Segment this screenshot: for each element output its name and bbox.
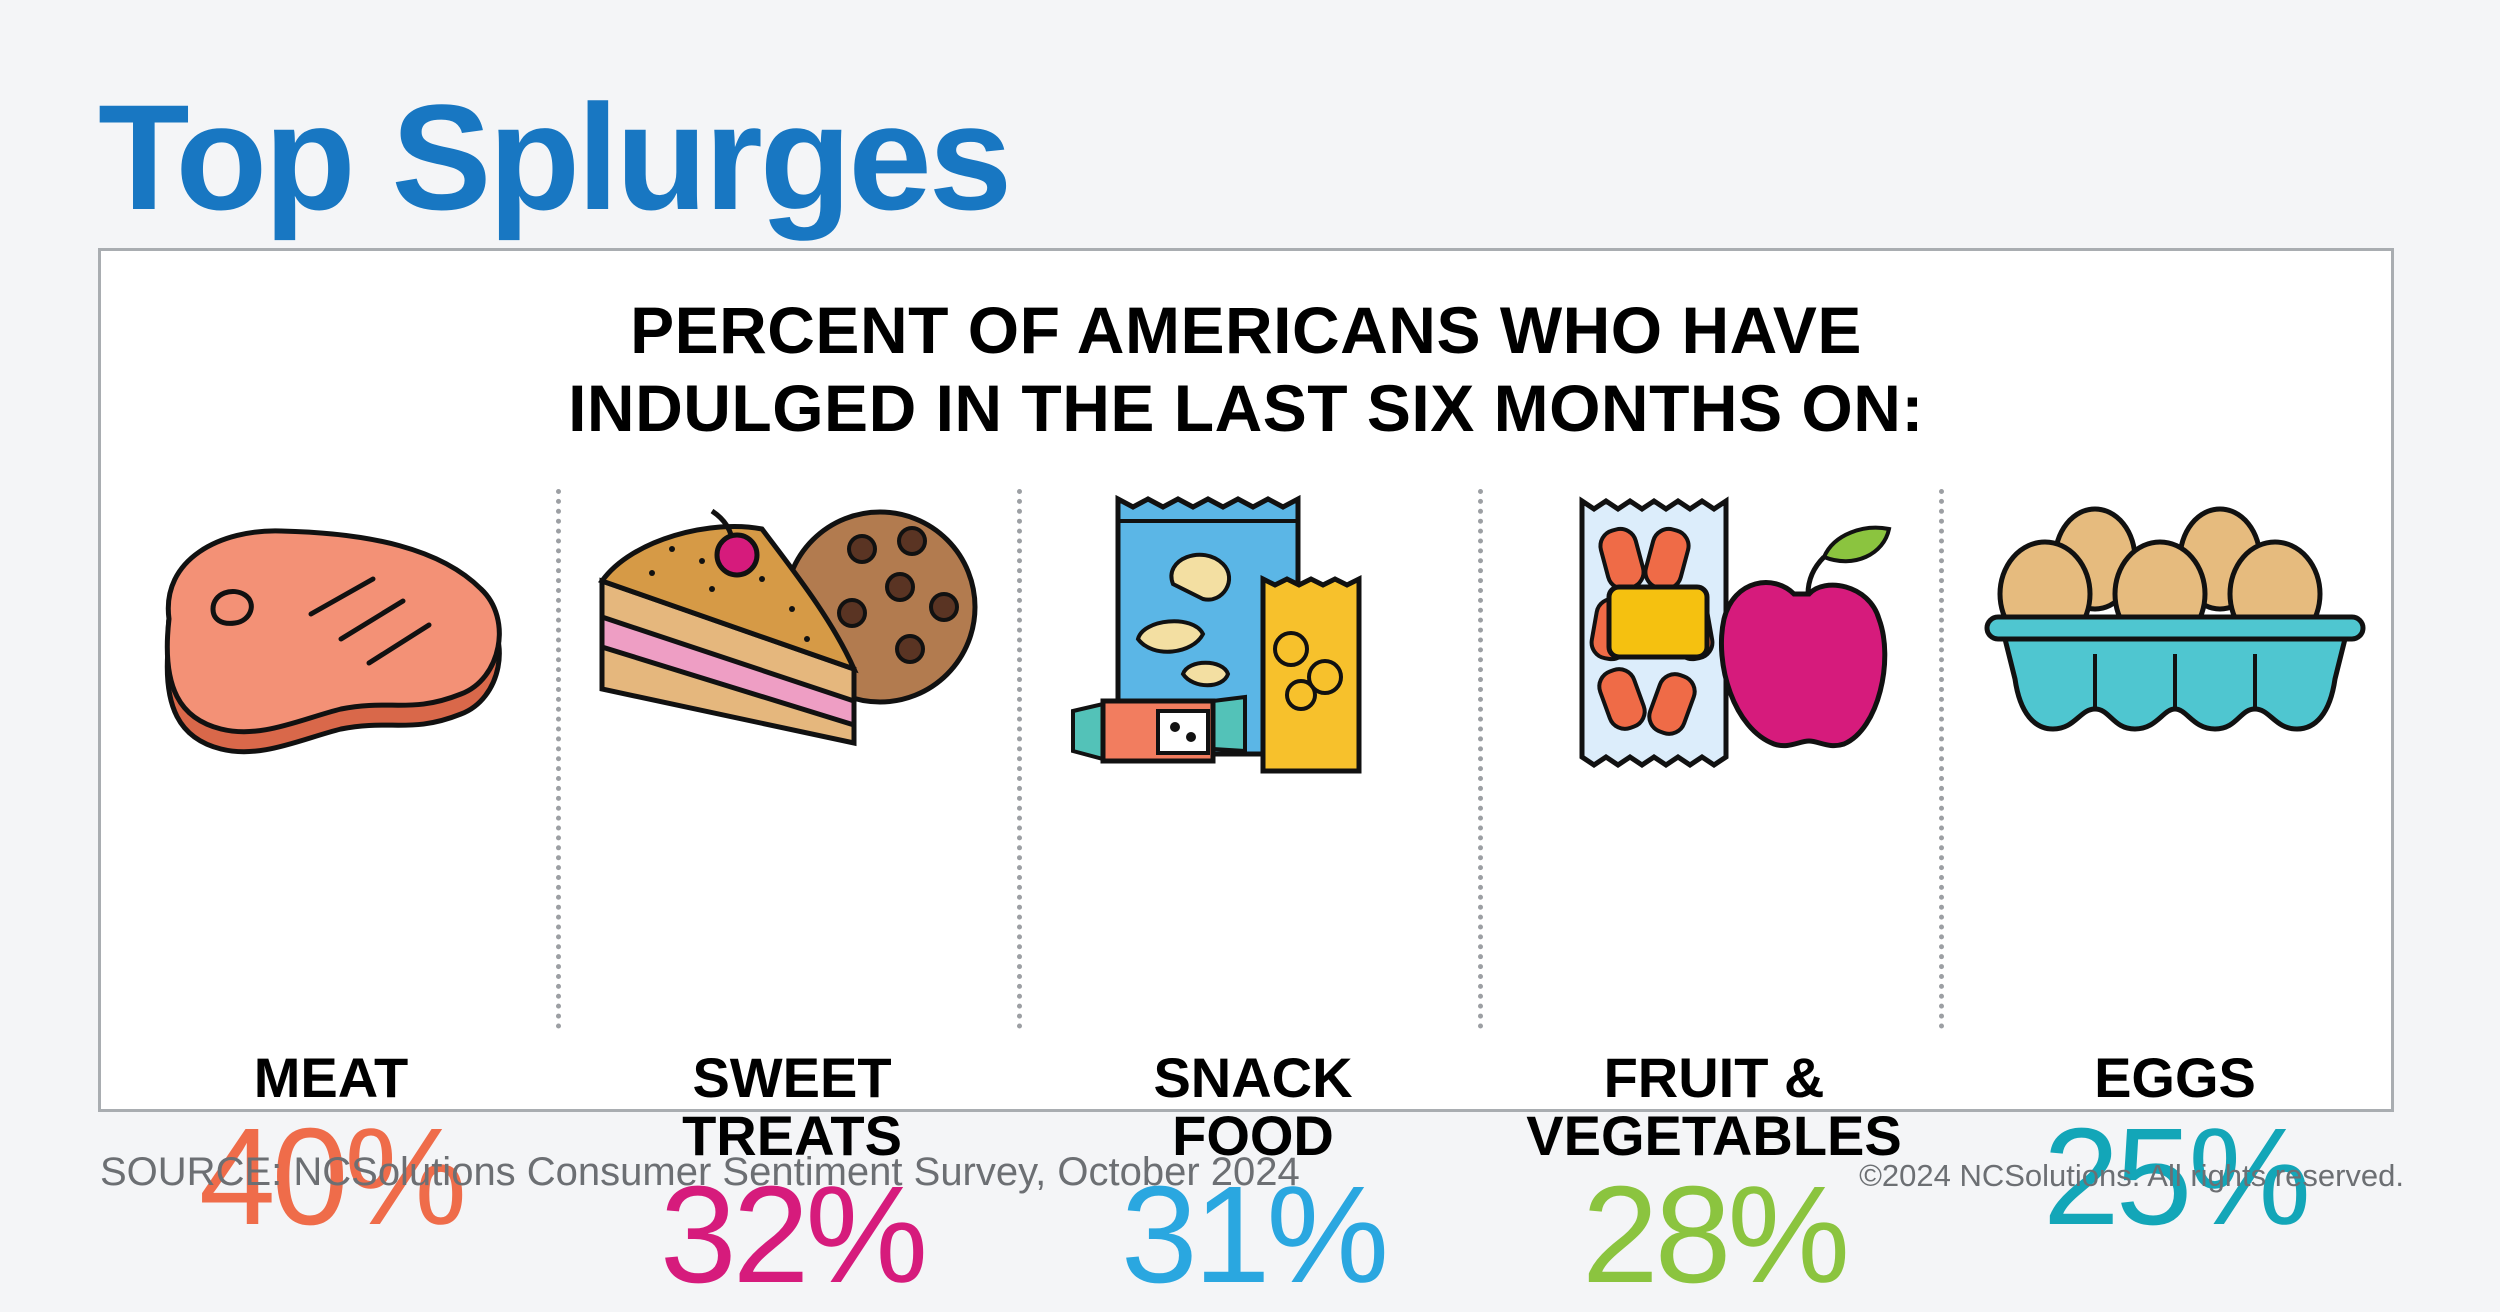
cake-and-cookie-icon bbox=[598, 508, 978, 747]
source-note: SOURCE: NCSolutions Consumer Sentiment S… bbox=[100, 1150, 1300, 1194]
category-eggs: EGGS 25% bbox=[1945, 489, 2405, 1247]
category-name: EGGS bbox=[2094, 1046, 2256, 1109]
page-title: Top Splurges bbox=[98, 73, 1012, 241]
category-sweet-treats: SWEET TREATS 32% bbox=[562, 489, 1022, 1305]
category-label: SWEET TREATS 32% bbox=[562, 1046, 1022, 1306]
category-name: FRUIT & bbox=[1603, 1046, 1825, 1109]
subtitle-line: PERCENT OF AMERICANS WHO HAVE bbox=[630, 293, 1862, 367]
carrots-and-apple-icon bbox=[1579, 496, 1892, 769]
chart-subtitle: PERCENT OF AMERICANS WHO HAVE INDULGED I… bbox=[101, 291, 2391, 447]
snack-bags-icon bbox=[1071, 494, 1362, 774]
category-label: EGGS 25% bbox=[1945, 1046, 2405, 1254]
egg-carton-icon bbox=[1984, 506, 2366, 732]
category-fruit-vegetables: FRUIT & VEGETABLES 28% bbox=[1484, 489, 1944, 1305]
steak-icon bbox=[164, 528, 502, 755]
copyright-note: ©2024 NCSolutions. All rights reserved. bbox=[1859, 1158, 2404, 1193]
category-name: VEGETABLES bbox=[1526, 1104, 1902, 1167]
category-name: FOOD bbox=[1172, 1104, 1334, 1167]
category-name: SWEET bbox=[692, 1046, 892, 1109]
subtitle-line: INDULGED IN THE LAST SIX MONTHS ON: bbox=[568, 371, 1924, 445]
category-snack-food: SNACK FOOD 31% bbox=[1023, 489, 1483, 1305]
category-label: MEAT 40% bbox=[101, 1046, 561, 1254]
column-divider bbox=[556, 489, 561, 1029]
category-value: 40% bbox=[198, 1100, 467, 1254]
category-name: MEAT bbox=[253, 1046, 409, 1109]
column-divider bbox=[1939, 489, 1944, 1029]
category-name: SNACK bbox=[1153, 1046, 1353, 1109]
column-divider bbox=[1017, 489, 1022, 1029]
category-name: TREATS bbox=[682, 1104, 902, 1167]
category-value: 25% bbox=[2042, 1100, 2311, 1254]
chart-card: PERCENT OF AMERICANS WHO HAVE INDULGED I… bbox=[98, 248, 2394, 1305]
category-meat: MEAT 40% bbox=[101, 489, 561, 1247]
column-divider bbox=[1478, 489, 1483, 1029]
